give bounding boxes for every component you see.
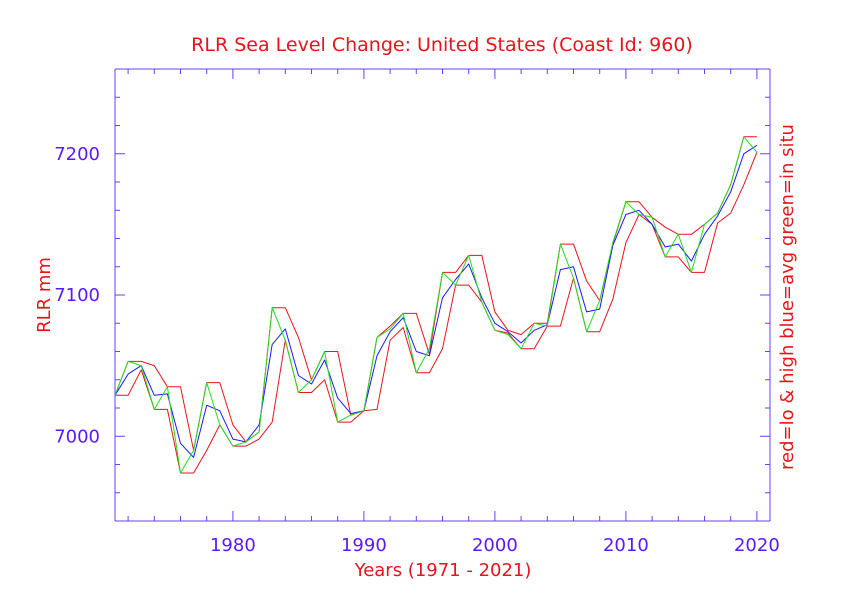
series-line-high: [114, 136, 757, 451]
x-axis-label: Years (1971 - 2021): [354, 560, 532, 581]
y-tick-label: 7200: [54, 144, 100, 165]
y-tick-label: 7000: [54, 426, 100, 447]
x-tick-label: 2020: [734, 535, 780, 556]
tick-labels: 1980 1990 2000 2010 2020 7000 7100 7200: [54, 144, 780, 556]
right-axis-legend: red=lo & high blue=avg green=in situ: [777, 124, 798, 470]
series-line-in-situ: [114, 136, 758, 474]
x-tick-label: 2000: [472, 535, 518, 556]
y-axis-label: RLR mm: [34, 257, 55, 333]
axis-ticks: [115, 68, 770, 521]
y-tick-label: 7100: [54, 285, 100, 306]
x-tick-label: 1990: [341, 535, 387, 556]
plot-frame: [114, 68, 771, 522]
series-lines: [114, 136, 758, 474]
x-tick-label: 2010: [603, 535, 649, 556]
x-tick-label: 1980: [210, 535, 256, 556]
chart-title: RLR Sea Level Change: United States (Coa…: [191, 34, 693, 56]
series-line-avg: [114, 144, 758, 458]
